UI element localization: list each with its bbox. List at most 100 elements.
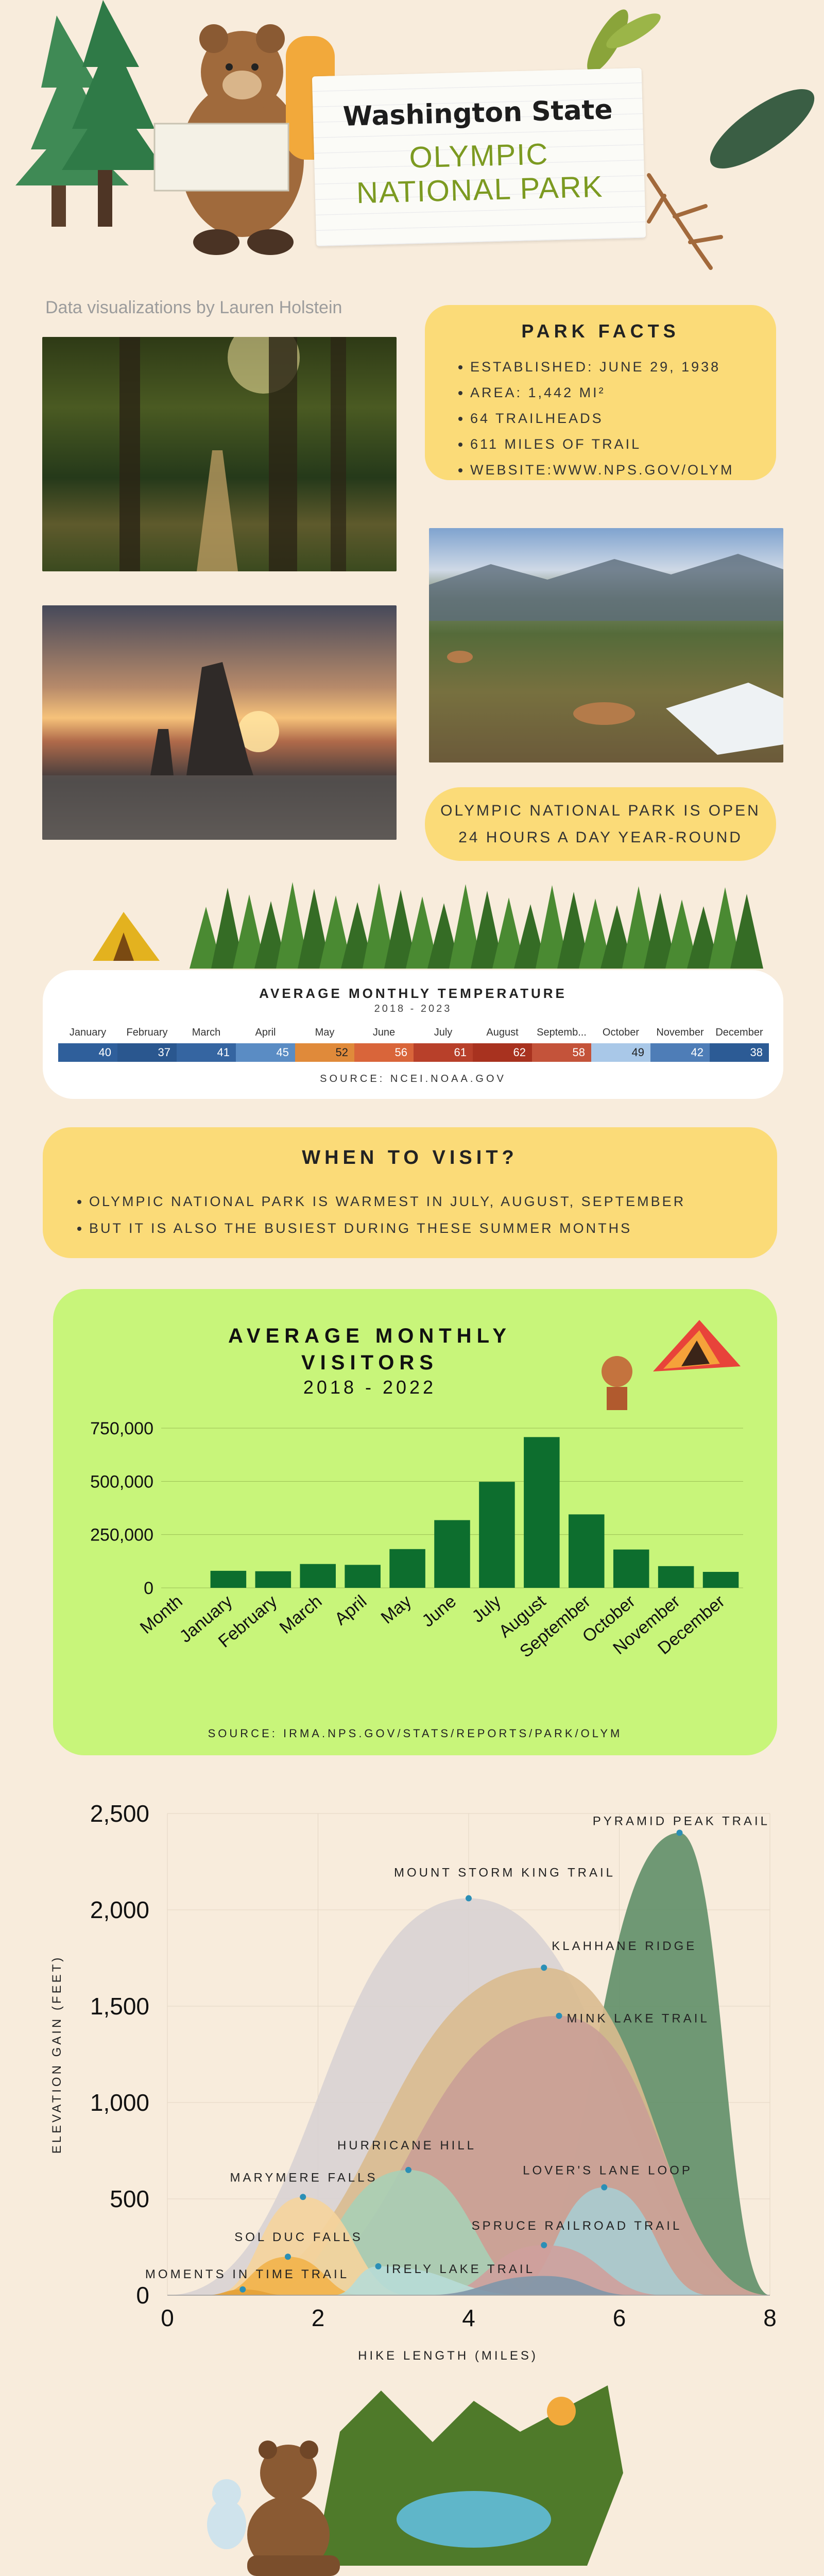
tree-icon bbox=[557, 892, 590, 969]
trail-label: IRELY LAKE TRAIL bbox=[386, 2262, 535, 2276]
trail-area bbox=[333, 2266, 529, 2295]
temperature-value: 45 bbox=[236, 1043, 295, 1062]
trail-peak-point bbox=[541, 2242, 547, 2248]
when-list: OLYMPIC NATIONAL PARK IS WARMEST IN JULY… bbox=[74, 1188, 685, 1242]
trail-peak-point bbox=[285, 2253, 291, 2260]
x-tick-label: March bbox=[276, 1591, 326, 1638]
camper-tent-icon bbox=[602, 1320, 741, 1410]
trail-peak-point bbox=[601, 2184, 608, 2191]
bear-sitting-icon bbox=[247, 2441, 340, 2576]
tree-icon bbox=[319, 895, 352, 969]
temperature-value: 40 bbox=[58, 1043, 117, 1062]
trail-peak-point bbox=[300, 2194, 306, 2200]
trail-peak-point bbox=[375, 2263, 382, 2269]
x-tick-label: 6 bbox=[613, 2304, 626, 2331]
x-tick-label: 4 bbox=[462, 2304, 475, 2331]
temperature-cell: Septemb... 58 bbox=[532, 1027, 591, 1063]
park-facts-title: PARK FACTS bbox=[521, 320, 680, 342]
bar bbox=[702, 1572, 739, 1588]
tree-icon bbox=[514, 904, 547, 969]
bar bbox=[479, 1482, 515, 1588]
tree-icon bbox=[211, 888, 244, 969]
bar bbox=[434, 1520, 470, 1588]
y-tick-label: 0 bbox=[136, 2282, 149, 2309]
trail-label: HURRICANE HILL bbox=[337, 2139, 476, 2153]
temperature-value: 38 bbox=[710, 1043, 769, 1062]
temperature-cell: June 56 bbox=[354, 1027, 414, 1063]
trail-label: MINK LAKE TRAIL bbox=[567, 2012, 710, 2026]
temperature-month-label: October bbox=[602, 1027, 640, 1038]
visitors-subtitle: 2018 - 2022 bbox=[303, 1377, 437, 1398]
tree-icon bbox=[536, 885, 569, 969]
temperature-month-label: February bbox=[126, 1027, 168, 1038]
temperature-cell: December 38 bbox=[710, 1027, 769, 1063]
tree-icon bbox=[730, 894, 763, 969]
park-facts-list: ESTABLISHED: JUNE 29, 1938 AREA: 1,442 M… bbox=[456, 354, 734, 483]
tree-icon bbox=[622, 886, 655, 969]
fact-item: WEBSITE:WWW.NPS.GOV/OLYM bbox=[470, 457, 734, 483]
roots-icon bbox=[647, 173, 723, 270]
trail-area bbox=[423, 2276, 634, 2295]
fact-item: ESTABLISHED: JUNE 29, 1938 bbox=[470, 354, 734, 380]
x-tick-label: July bbox=[468, 1591, 505, 1626]
x-tick-label: June bbox=[418, 1591, 460, 1631]
temperature-value: 52 bbox=[295, 1043, 354, 1062]
tree-icon bbox=[190, 907, 222, 969]
visitors-title-line2: VISITORS bbox=[301, 1351, 438, 1374]
tree-icon bbox=[665, 900, 698, 969]
tree-icon bbox=[709, 887, 742, 969]
y-tick-label: 2,500 bbox=[90, 1800, 149, 1827]
trail-label: SOL DUC FALLS bbox=[234, 2230, 363, 2244]
bird-icon bbox=[207, 2479, 246, 2549]
trail-peak-point bbox=[405, 2166, 411, 2173]
temperature-cell: July 61 bbox=[414, 1027, 473, 1063]
temperature-card: AVERAGE MONTHLY TEMPERATURE 2018 - 2023 … bbox=[43, 970, 783, 1099]
temperature-month-label: April bbox=[255, 1027, 276, 1038]
temperature-value: 62 bbox=[473, 1043, 532, 1062]
temperature-value: 58 bbox=[532, 1043, 591, 1062]
when-title: WHEN TO VISIT? bbox=[302, 1147, 518, 1168]
bar bbox=[389, 1549, 425, 1588]
tree-icon bbox=[254, 901, 287, 969]
trail-peak-point bbox=[239, 2286, 246, 2293]
bar bbox=[300, 1564, 336, 1588]
trail-label: PYRAMID PEAK TRAIL bbox=[593, 1814, 770, 1828]
temperature-month-label: January bbox=[69, 1027, 107, 1038]
park-facts-card: PARK FACTS ESTABLISHED: JUNE 29, 1938 AR… bbox=[425, 305, 776, 480]
temperature-month-label: June bbox=[372, 1027, 396, 1038]
x-tick-label: 8 bbox=[763, 2304, 777, 2331]
bar bbox=[255, 1571, 291, 1588]
open-line2: 24 HOURS A DAY YEAR-ROUND bbox=[458, 829, 743, 846]
tree-icon bbox=[363, 883, 396, 969]
bar bbox=[658, 1566, 694, 1588]
y-tick-label: 750,000 bbox=[90, 1419, 153, 1438]
when-to-visit-card: WHEN TO VISIT? OLYMPIC NATIONAL PARK IS … bbox=[43, 1127, 777, 1258]
temperature-cell: November 42 bbox=[650, 1027, 710, 1063]
deer-photo-art bbox=[429, 554, 783, 755]
y-tick-label: 1,500 bbox=[90, 1993, 149, 2020]
leaf-icon bbox=[587, 9, 815, 168]
temperature-month-label: Septemb... bbox=[537, 1027, 587, 1038]
fact-item: 611 MILES OF TRAIL bbox=[470, 431, 734, 457]
bar bbox=[345, 1565, 381, 1588]
temperature-cell: October 49 bbox=[591, 1027, 650, 1063]
bar bbox=[569, 1514, 605, 1588]
pine-tree-icon bbox=[62, 0, 165, 227]
visitors-title: AVERAGE MONTHLY VISITORS bbox=[53, 1323, 686, 1376]
forest-photo-art bbox=[119, 337, 346, 571]
temperature-value: 37 bbox=[117, 1043, 177, 1062]
trail-area bbox=[431, 2245, 665, 2295]
tent-icon bbox=[93, 912, 160, 961]
temperature-heatmap: January 40 February 37 March 41 April 45 May 52 Ju… bbox=[58, 1027, 769, 1063]
temperature-source: SOURCE: NCEI.NOAA.GOV bbox=[320, 1073, 506, 1084]
tree-icon bbox=[492, 897, 525, 969]
x-tick-label: 2 bbox=[312, 2304, 325, 2331]
mountain-lake-icon bbox=[314, 2385, 623, 2566]
temperature-cell: April 45 bbox=[236, 1027, 295, 1063]
bar bbox=[210, 1570, 247, 1588]
trail-area bbox=[205, 2289, 288, 2295]
tree-line-illustration bbox=[93, 882, 763, 969]
trail-peak-point bbox=[541, 1964, 547, 1971]
tree-icon bbox=[406, 896, 439, 969]
y-tick-label: 1,000 bbox=[90, 2089, 149, 2116]
